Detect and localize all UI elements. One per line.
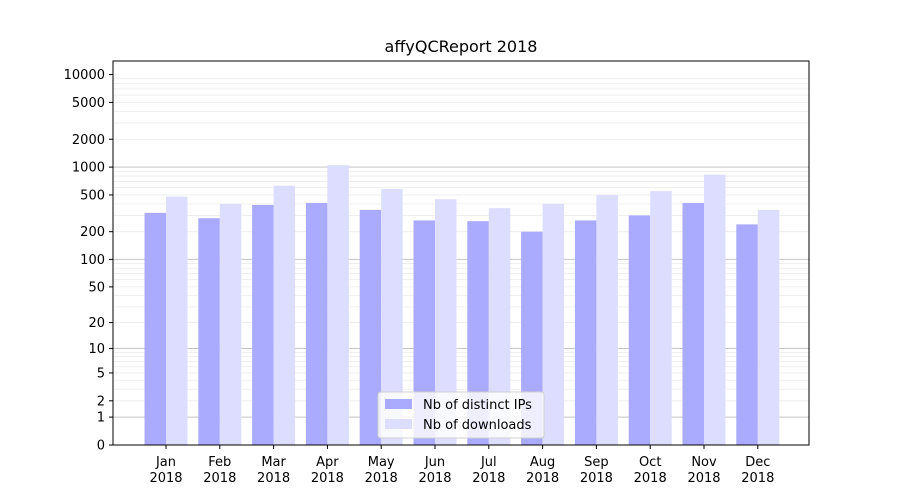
y-tick-label: 20 (88, 316, 105, 331)
x-tick-label: Dec 2018 (741, 455, 774, 486)
x-tick-label: Sep 2018 (580, 455, 613, 486)
bar-downloads (757, 209, 780, 445)
y-tick-label: 2 (97, 394, 105, 409)
bar-downloads (166, 196, 188, 445)
y-tick-label: 10000 (64, 68, 105, 83)
y-tick-label: 5000 (72, 96, 105, 111)
y-tick-label: 500 (80, 188, 105, 203)
bar-distinct-ips (413, 220, 435, 445)
y-tick-label: 200 (80, 225, 105, 240)
bar-distinct-ips (574, 220, 597, 445)
legend: Nb of distinct IPs Nb of downloads (377, 391, 545, 439)
y-tick-label: 2000 (72, 133, 105, 148)
y-tick-label: 10 (88, 342, 105, 357)
bar-distinct-ips (736, 224, 758, 445)
x-tick-label: Apr 2018 (311, 455, 344, 486)
bar-downloads (542, 203, 565, 445)
y-tick-label: 1 (97, 411, 105, 426)
bar-distinct-ips (467, 221, 489, 445)
bar-downloads (327, 165, 349, 445)
bar-downloads (381, 188, 403, 445)
bar-downloads (596, 194, 618, 445)
bar-downloads (488, 208, 511, 445)
x-tick-label: Jan 2018 (149, 455, 182, 486)
x-tick-label: Aug 2018 (526, 455, 559, 486)
x-tick-label: Feb 2018 (203, 455, 236, 486)
bar-distinct-ips (359, 209, 382, 445)
bar-distinct-ips (305, 202, 328, 445)
bar-distinct-ips (682, 202, 704, 445)
bar-downloads (650, 191, 672, 445)
x-tick-label: Nov 2018 (687, 455, 720, 486)
legend-swatch-downloads (385, 419, 412, 429)
legend-label-distinct-ips: Nb of distinct IPs (423, 398, 532, 413)
plot-frame (112, 60, 810, 446)
x-tick-label: Jul 2018 (472, 455, 505, 486)
bar-downloads (435, 199, 457, 445)
legend-label-downloads: Nb of downloads (423, 418, 532, 433)
x-tick-label: May 2018 (365, 455, 398, 486)
legend-box (377, 391, 545, 439)
y-tick-label: 5 (97, 366, 105, 381)
chart-title: affyQCReport 2018 (385, 37, 538, 56)
axes-layer: Jan 2018 Feb 2018 Mar 2018 Apr 2018 May 2018 Jun 20… (64, 60, 810, 486)
y-tick-label: 50 (88, 280, 105, 295)
bar-downloads (219, 203, 242, 445)
y-tick-label: 100 (80, 253, 105, 268)
x-tick-label: Jun 2018 (418, 455, 451, 486)
bars-layer (144, 165, 780, 446)
bar-distinct-ips (628, 215, 651, 445)
bar-downloads (273, 185, 296, 446)
bar-downloads (704, 174, 726, 445)
y-tick-label: 1000 (72, 161, 105, 176)
x-tick-label: Mar 2018 (257, 455, 290, 486)
bar-distinct-ips (252, 204, 274, 445)
bar-distinct-ips (144, 212, 166, 445)
legend-swatch-distinct-ips (385, 399, 412, 409)
bar-distinct-ips (198, 218, 220, 445)
x-tick-label: Oct 2018 (634, 455, 667, 486)
y-tick-label: 0 (97, 439, 105, 454)
